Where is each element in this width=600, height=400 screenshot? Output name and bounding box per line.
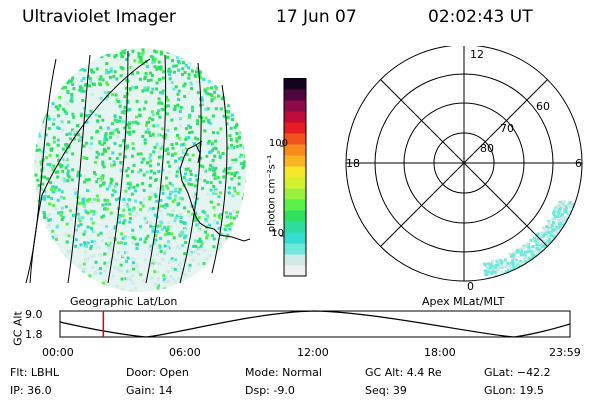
altitude-ylabel: GC Alt bbox=[11, 311, 25, 346]
colorbar-cell bbox=[284, 144, 306, 156]
header-time: 02:02:43 UT bbox=[428, 7, 533, 27]
mlt-label-0: 0 bbox=[467, 280, 474, 293]
colorbar-cell bbox=[284, 111, 306, 123]
colorbar-cell bbox=[284, 155, 306, 167]
polar-labels: 12 18 6 0 80 70 60 bbox=[346, 48, 582, 293]
mlt-label-6: 6 bbox=[575, 157, 582, 170]
info-gain: Gain: 14 bbox=[126, 384, 173, 397]
colorbar-cell bbox=[284, 122, 306, 134]
colorbar bbox=[280, 78, 307, 277]
auroral-emission-image bbox=[34, 48, 246, 292]
colorbar-cell bbox=[284, 177, 306, 189]
left-panel-caption: Geographic Lat/Lon bbox=[70, 295, 178, 308]
info-ip: IP: 36.0 bbox=[10, 384, 52, 397]
info-dsp: Dsp: -9.0 bbox=[245, 384, 295, 397]
colorbar-cell bbox=[284, 243, 306, 255]
altitude-ymin: 1.8 bbox=[25, 328, 43, 341]
info-glon: GLon: 19.5 bbox=[484, 384, 544, 397]
right-panel-caption: Apex MLat/MLT bbox=[422, 295, 505, 308]
colorbar-cell bbox=[284, 265, 306, 277]
polar-diagonal-2 bbox=[380, 79, 548, 247]
longitude-lines bbox=[25, 50, 228, 284]
mlt-label-12: 12 bbox=[470, 48, 484, 61]
colorbar-cell bbox=[284, 188, 306, 200]
colorbar-unit-label: photon cm⁻²s⁻¹ bbox=[266, 154, 278, 233]
mlat-label-70: 70 bbox=[500, 122, 514, 135]
info-door: Door: Open bbox=[126, 366, 189, 379]
colorbar-cell bbox=[284, 89, 306, 101]
coastline bbox=[179, 140, 251, 242]
colorbar-cell bbox=[284, 133, 306, 145]
colorbar-tick-100: 100 bbox=[268, 138, 288, 149]
altitude-ymax: 9.0 bbox=[25, 308, 43, 321]
colorbar-cell bbox=[284, 221, 306, 233]
geographic-image-panel bbox=[25, 48, 251, 292]
info-glat: GLat: −42.2 bbox=[484, 366, 551, 379]
info-mode: Mode: Normal bbox=[245, 366, 322, 379]
colorbar-tick-10: 10 bbox=[271, 228, 284, 239]
colorbar-cell bbox=[284, 210, 306, 222]
info-seq: Seq: 39 bbox=[365, 384, 407, 397]
colorbar-cell bbox=[284, 166, 306, 178]
mlat-label-60: 60 bbox=[536, 100, 550, 113]
time-tick-1200: 12:00 bbox=[297, 346, 329, 359]
altitude-curve bbox=[59, 310, 571, 338]
info-filter: Flt: LBHL bbox=[10, 366, 59, 379]
colorbar-cell bbox=[284, 232, 306, 244]
time-tick-0000: 00:00 bbox=[42, 346, 74, 359]
time-tick-0600: 06:00 bbox=[169, 346, 201, 359]
colorbar-cell bbox=[284, 78, 306, 90]
altitude-plot bbox=[59, 310, 571, 338]
colorbar-cell bbox=[284, 199, 306, 211]
time-tick-2359: 23:59 bbox=[549, 346, 581, 359]
mlt-label-18: 18 bbox=[346, 157, 360, 170]
header-date: 17 Jun 07 bbox=[276, 7, 357, 27]
colorbar-cell bbox=[284, 254, 306, 266]
time-tick-1800: 18:00 bbox=[424, 346, 456, 359]
polar-mlt-plot: 12 18 6 0 80 70 60 bbox=[345, 46, 583, 293]
mlat-label-80: 80 bbox=[480, 142, 494, 155]
app-title: Ultraviolet Imager bbox=[22, 7, 176, 27]
colorbar-cell bbox=[284, 100, 306, 112]
info-gc-alt: GC Alt: 4.4 Re bbox=[365, 366, 442, 379]
